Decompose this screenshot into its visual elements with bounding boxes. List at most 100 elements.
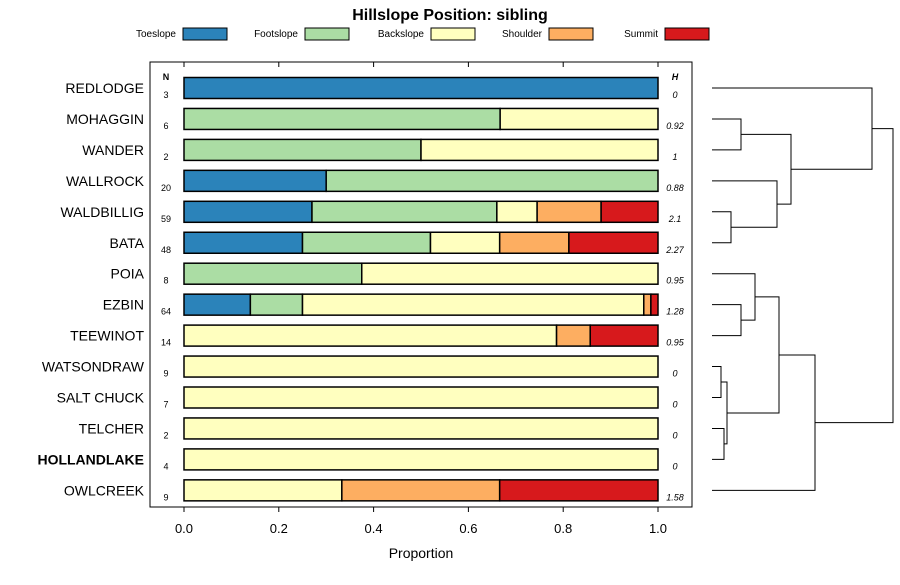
row-label: OWLCREEK <box>64 482 145 498</box>
bar-segment-footslope <box>183 138 422 162</box>
row-n: 59 <box>161 214 171 224</box>
bar-row: TELCHER 2 0 <box>79 417 678 440</box>
bar-segment-shoulder <box>555 324 591 347</box>
bar-row: WALDBILLIG 59 2.1 <box>60 200 682 224</box>
row-label: EZBIN <box>103 297 144 313</box>
row-h: 0 <box>672 90 677 100</box>
bar-row: MOHAGGIN 6 0.92 <box>66 107 684 131</box>
dendrogram <box>712 87 894 491</box>
bar-segment-toeslope <box>183 293 252 316</box>
bar-segment-footslope <box>183 107 501 131</box>
bar-segment-toeslope <box>183 169 327 193</box>
bar-segment-footslope <box>183 262 363 285</box>
bar-segment-summit <box>568 231 659 254</box>
x-tick-label: 0.2 <box>270 521 288 536</box>
row-n: 6 <box>163 121 168 131</box>
legend-swatch-summit <box>664 27 710 41</box>
row-label: MOHAGGIN <box>66 111 144 127</box>
x-tick-label: 1.0 <box>649 521 667 536</box>
bar-row: OWLCREEK 9 1.58 <box>64 479 684 502</box>
bar-segment-backslope <box>183 386 659 409</box>
bar-row: POIA 8 0.95 <box>111 262 685 286</box>
legend-swatch-footslope <box>304 27 350 41</box>
row-n: 8 <box>163 276 168 286</box>
row-label: WANDER <box>82 142 144 158</box>
bar-segment-footslope <box>301 231 432 254</box>
row-h: 0 <box>672 461 677 471</box>
row-n: 4 <box>163 461 168 471</box>
bar-segment-backslope <box>301 293 645 316</box>
bar-segment-backslope <box>183 355 659 378</box>
bar-row: HOLLANDLAKE 4 0 <box>37 448 678 471</box>
row-label: POIA <box>111 266 145 282</box>
legend-swatch-shoulder <box>548 27 594 41</box>
bar-segment-backslope <box>183 448 659 471</box>
bar-row: REDLODGE 3 0 <box>65 76 678 100</box>
bar-segment-shoulder <box>341 479 501 502</box>
bar-row: EZBIN 64 1.28 <box>103 293 684 317</box>
row-n: 2 <box>163 430 168 440</box>
dendrogram-branch <box>815 128 894 424</box>
bar-segment-summit <box>498 479 659 502</box>
bar-row: TEEWINOT 14 0.95 <box>70 324 685 348</box>
dendrogram-branch <box>712 304 742 337</box>
legend-swatch-backslope <box>430 27 476 41</box>
dendrogram-branch <box>712 180 778 228</box>
row-label: WATSONDRAW <box>42 359 145 375</box>
x-tick-label: 0.0 <box>175 521 193 536</box>
row-n: 3 <box>163 90 168 100</box>
row-h: 1.28 <box>666 307 684 317</box>
legend: Toeslope Footslope Backslope Shoulder Summit <box>136 27 710 41</box>
h-header: H <box>672 72 679 82</box>
dendrogram-branch <box>712 427 725 460</box>
bar-segment-footslope <box>249 293 304 316</box>
bar-segment-backslope <box>361 262 659 285</box>
x-tick-label: 0.4 <box>365 521 383 536</box>
bar-segment-summit <box>589 324 659 347</box>
row-n: 2 <box>163 152 168 162</box>
dendrogram-branch <box>712 366 722 398</box>
row-n: 7 <box>163 400 168 410</box>
bar-row: WATSONDRAW 9 0 <box>42 355 678 379</box>
row-label: TELCHER <box>79 420 144 436</box>
bar-segment-backslope <box>496 200 538 224</box>
bar-segment-footslope <box>311 200 498 224</box>
row-n: 14 <box>161 338 171 348</box>
row-n: 64 <box>161 307 171 317</box>
bar-row: SALT CHUCK 7 0 <box>57 386 678 410</box>
row-n: 9 <box>163 492 168 502</box>
bar-segment-summit <box>650 293 659 316</box>
x-tick-label: 0.8 <box>554 521 572 536</box>
row-label: WALDBILLIG <box>60 204 144 220</box>
dendrogram-branch <box>712 273 756 321</box>
bar-segment-summit <box>600 200 659 224</box>
bar-segment-backslope <box>499 107 659 131</box>
dendrogram-branch <box>712 118 742 151</box>
row-label: REDLODGE <box>65 80 144 96</box>
legend-label-toeslope: Toeslope <box>136 29 176 40</box>
row-label: TEEWINOT <box>70 328 144 344</box>
row-n: 48 <box>161 245 171 255</box>
bar-segment-toeslope <box>183 200 313 224</box>
dendrogram-branch <box>741 133 792 205</box>
row-h: 0 <box>672 430 677 440</box>
bar-segment-shoulder <box>536 200 602 224</box>
row-h: 2.1 <box>668 214 682 224</box>
n-header: N <box>163 72 170 82</box>
bar-row: BATA 48 2.27 <box>110 231 685 255</box>
row-n: 20 <box>161 183 171 193</box>
x-axis: 0.0 0.2 0.4 0.6 0.8 1.0 <box>175 62 667 536</box>
row-h: 0.92 <box>666 121 684 131</box>
legend-swatch-toeslope <box>182 27 228 41</box>
bar-segment-footslope <box>325 169 659 193</box>
legend-label-backslope: Backslope <box>378 29 425 40</box>
legend-label-summit: Summit <box>624 29 658 40</box>
row-label: BATA <box>110 235 145 251</box>
bar-segment-toeslope <box>183 231 304 254</box>
x-tick-label: 0.6 <box>459 521 477 536</box>
row-h: 1 <box>672 152 677 162</box>
bar-segment-backslope <box>183 479 343 502</box>
row-h: 0 <box>672 400 677 410</box>
row-h: 2.27 <box>665 245 685 255</box>
